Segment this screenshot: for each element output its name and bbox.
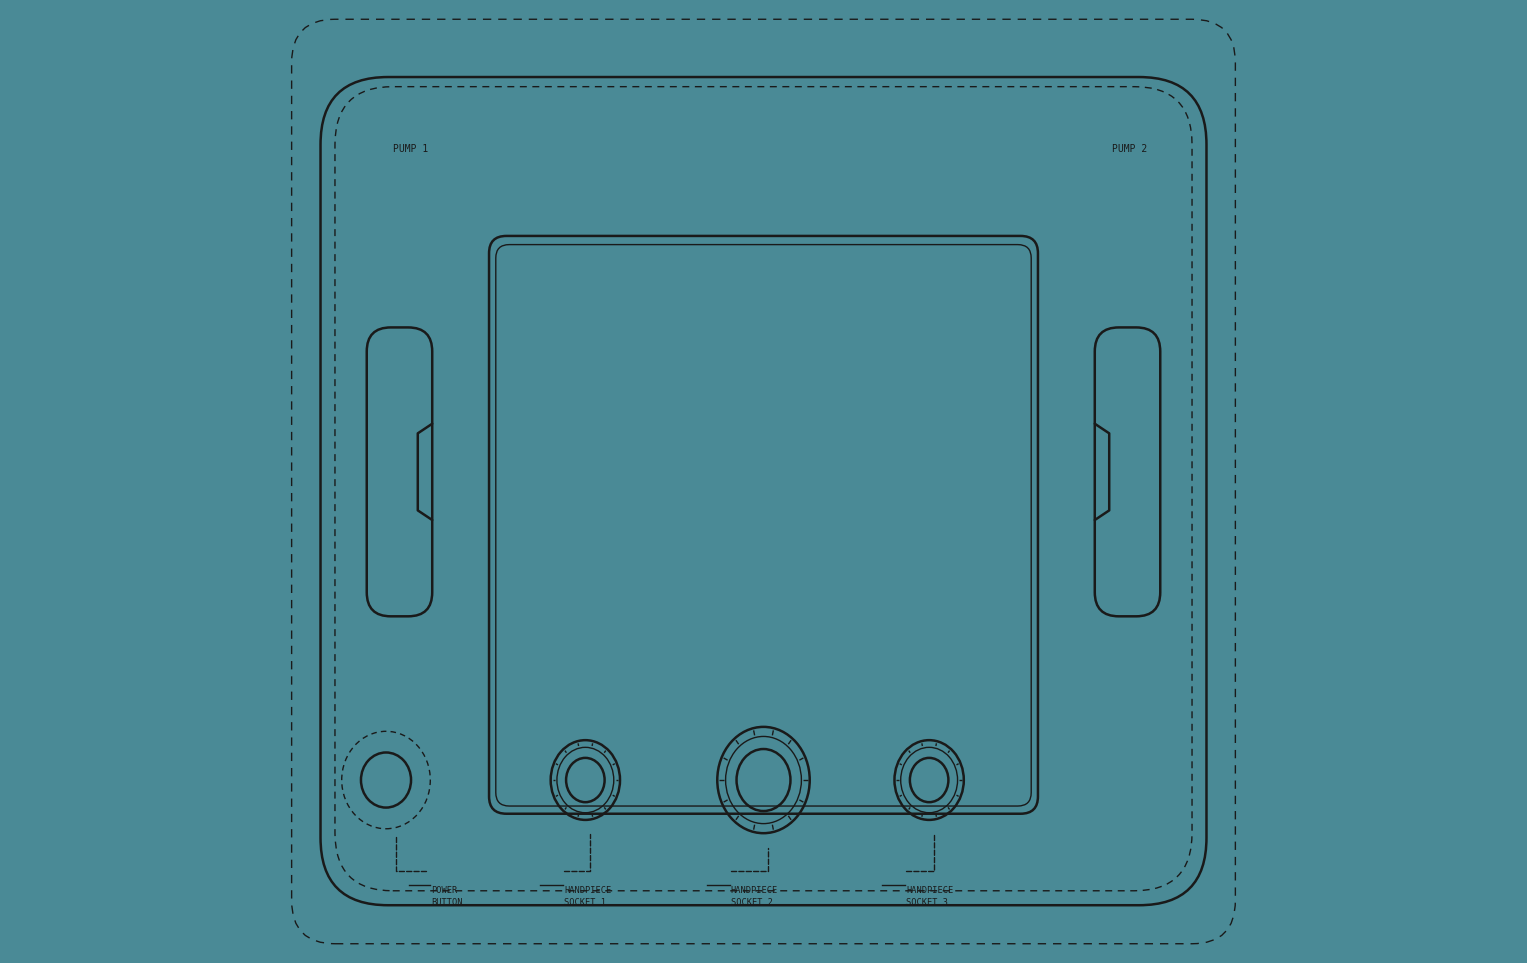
Text: PUMP 1: PUMP 1 [392,144,428,154]
Text: POWER
BUTTON: POWER BUTTON [431,886,463,907]
Text: PUMP 2: PUMP 2 [1112,144,1147,154]
Text: HANDPIECE
SOCKET 2: HANDPIECE SOCKET 2 [731,886,779,907]
FancyBboxPatch shape [321,77,1206,905]
FancyBboxPatch shape [489,236,1038,814]
FancyBboxPatch shape [366,327,432,616]
FancyBboxPatch shape [1095,327,1161,616]
Text: HANDPIECE
SOCKET 1: HANDPIECE SOCKET 1 [563,886,611,907]
Text: HANDPIECE
SOCKET 3: HANDPIECE SOCKET 3 [906,886,953,907]
